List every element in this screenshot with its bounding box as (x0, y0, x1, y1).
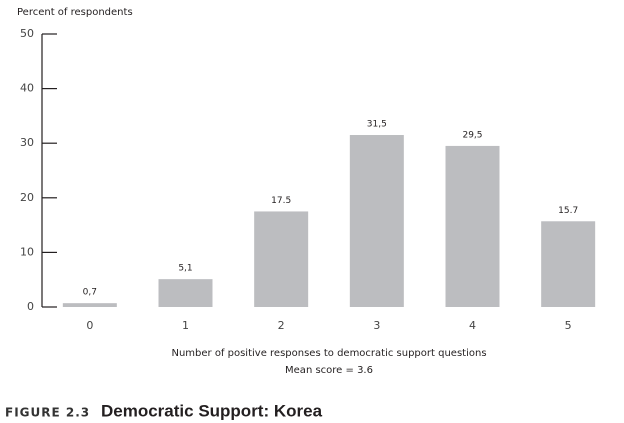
chart-title: Democratic Support: Korea (101, 401, 323, 420)
x-tick-label: 5 (565, 319, 572, 332)
x-tick-label: 4 (469, 319, 476, 332)
value-label: 17.5 (271, 196, 291, 206)
bar (254, 211, 309, 307)
bar (62, 303, 117, 307)
value-label: 5,1 (178, 264, 192, 274)
x-tick-label: 3 (373, 319, 380, 332)
bar (158, 279, 213, 307)
value-label: 29,5 (462, 130, 482, 140)
x-tick-label: 0 (86, 319, 93, 332)
y-axis-label: Percent of respondents (17, 7, 133, 18)
y-tick-label: 30 (20, 136, 34, 149)
y-tick-label: 0 (27, 300, 34, 313)
value-label: 0,7 (83, 288, 97, 298)
figure-number: FIGURE 2.3 (5, 406, 90, 420)
y-tick-label: 10 (20, 245, 34, 258)
bar (349, 135, 404, 307)
x-axis-label: Number of positive responses to democrat… (171, 348, 486, 359)
y-tick-label: 20 (20, 191, 34, 204)
x-tick-label: 2 (278, 319, 285, 332)
bar (445, 145, 500, 307)
y-tick-label: 50 (20, 27, 34, 40)
y-tick-label: 40 (20, 82, 34, 95)
value-label: 15.7 (558, 206, 578, 216)
annotation: Mean score = 3.6 (285, 365, 373, 376)
value-label: 31,5 (367, 120, 387, 130)
x-tick-label: 1 (182, 319, 189, 332)
bar (541, 221, 596, 307)
